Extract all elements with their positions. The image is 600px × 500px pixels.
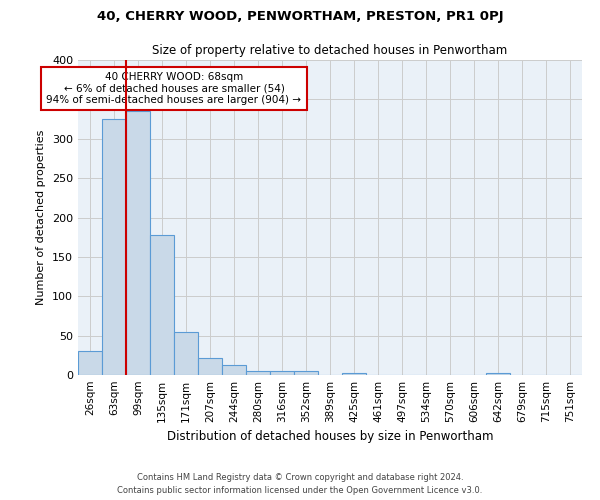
Title: Size of property relative to detached houses in Penwortham: Size of property relative to detached ho… — [152, 44, 508, 58]
Bar — [150, 235, 174, 375]
Text: Contains HM Land Registry data © Crown copyright and database right 2024.
Contai: Contains HM Land Registry data © Crown c… — [118, 474, 482, 495]
Bar — [486, 372, 510, 375]
Bar — [198, 358, 222, 375]
X-axis label: Distribution of detached houses by size in Penwortham: Distribution of detached houses by size … — [167, 430, 493, 444]
Bar — [270, 371, 294, 375]
Bar — [294, 371, 318, 375]
Bar — [174, 332, 198, 375]
Bar — [246, 371, 270, 375]
Y-axis label: Number of detached properties: Number of detached properties — [37, 130, 46, 305]
Text: 40 CHERRY WOOD: 68sqm
← 6% of detached houses are smaller (54)
94% of semi-detac: 40 CHERRY WOOD: 68sqm ← 6% of detached h… — [47, 72, 302, 105]
Bar — [78, 352, 102, 375]
Bar — [126, 111, 150, 375]
Bar — [222, 365, 246, 375]
Text: 40, CHERRY WOOD, PENWORTHAM, PRESTON, PR1 0PJ: 40, CHERRY WOOD, PENWORTHAM, PRESTON, PR… — [97, 10, 503, 23]
Bar — [102, 119, 126, 375]
Bar — [342, 372, 366, 375]
